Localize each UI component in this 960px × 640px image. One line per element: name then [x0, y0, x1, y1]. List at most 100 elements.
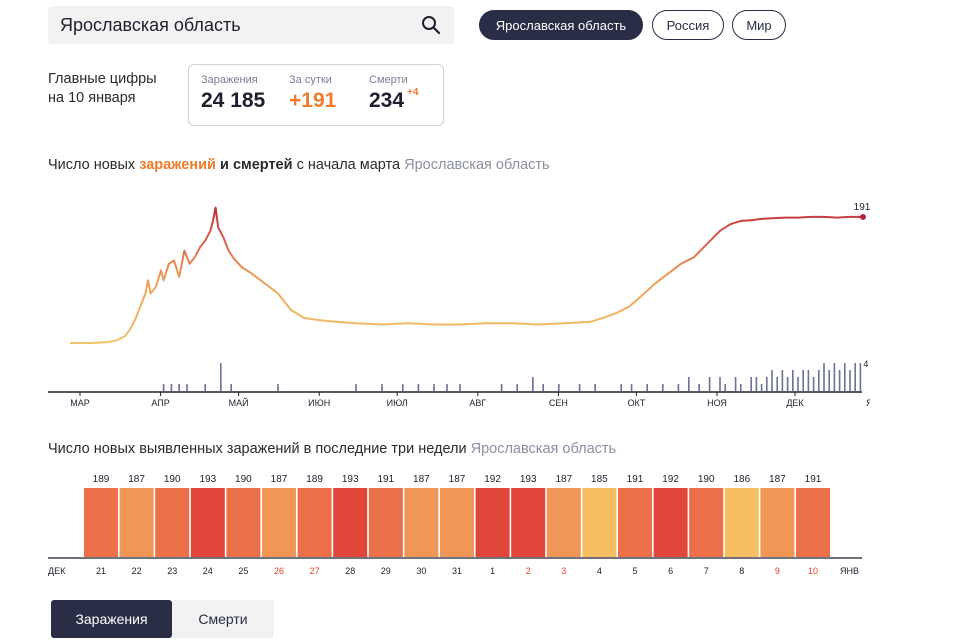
day-value-label-1: 187: [128, 474, 145, 485]
deaths-bar-31: [724, 384, 726, 391]
day-bar-11: [475, 488, 510, 557]
day-category-label-11: 1: [490, 566, 495, 576]
search-box[interactable]: [48, 6, 454, 44]
bars-group: 1892118722190231932419025187261892719328…: [84, 474, 830, 576]
line-title-highlight: заражений: [139, 157, 216, 173]
day-value-label-3: 193: [199, 474, 216, 485]
stat-cases-head: Заражения: [201, 74, 258, 86]
deaths-bar-9: [381, 384, 383, 391]
deaths-bar-32: [734, 377, 737, 391]
day-value-label-12: 193: [520, 474, 537, 485]
day-bar-9: [404, 488, 439, 557]
deaths-bar-55: [859, 363, 862, 391]
x-tick-label-9: ДЕК: [786, 398, 804, 408]
stat-deaths-value-wrap: 234 +4: [369, 87, 418, 113]
day-bar-15: [618, 488, 652, 557]
day-value-label-8: 191: [377, 474, 394, 485]
day-category-label-8: 29: [381, 566, 391, 576]
x-tick-label-2: МАЙ: [229, 397, 249, 408]
deaths-bar-49: [828, 370, 830, 391]
day-value-label-16: 192: [662, 474, 679, 485]
day-category-label-4: 25: [238, 566, 248, 576]
scope-tab-russia[interactable]: Россия: [652, 10, 724, 40]
day-category-label-1: 22: [132, 566, 142, 576]
x-tick-label-1: АПР: [151, 398, 169, 408]
x-tick-label-6: СЕН: [549, 398, 568, 408]
x-tick-label-7: ОКТ: [628, 398, 646, 408]
deaths-bar-3: [186, 384, 188, 391]
deaths-bar-41: [786, 377, 789, 391]
deaths-bar-36: [760, 384, 763, 391]
deaths-bar-24: [646, 384, 648, 391]
deaths-bar-47: [818, 370, 820, 391]
day-category-label-0: 21: [96, 566, 106, 576]
x-tick-label-5: АВГ: [469, 398, 486, 408]
day-category-label-13: 3: [561, 566, 566, 576]
day-category-label-7: 28: [345, 566, 355, 576]
deaths-bar-42: [792, 370, 794, 391]
day-bar-6: [297, 488, 332, 557]
deaths-bar-35: [755, 377, 758, 391]
deaths-bar-8: [355, 384, 357, 391]
day-category-label-9: 30: [416, 566, 426, 576]
deaths-bar-38: [771, 370, 773, 391]
line-title-region: Ярославская область: [404, 157, 550, 173]
day-bar-20: [796, 488, 830, 557]
deaths-bars-group: [162, 363, 862, 391]
day-bar-7: [333, 488, 368, 557]
day-bar-16: [653, 488, 688, 557]
day-value-label-15: 191: [627, 474, 644, 485]
deaths-bar-13: [446, 384, 448, 391]
deaths-bar-7: [277, 384, 279, 391]
deaths-bar-6: [230, 384, 232, 391]
day-category-label-12: 2: [526, 566, 531, 576]
day-bar-18: [724, 488, 759, 557]
cases-last-label: 191: [854, 202, 870, 213]
deaths-bar-51: [838, 370, 841, 391]
x-tick-label-8: НОЯ: [707, 398, 727, 408]
day-value-label-2: 190: [164, 474, 181, 485]
deaths-bar-50: [833, 363, 836, 391]
day-bar-3: [190, 488, 225, 557]
day-category-label-2: 23: [167, 566, 177, 576]
day-bar-1: [119, 488, 154, 557]
day-bar-10: [440, 488, 474, 557]
deaths-bar-25: [662, 384, 664, 391]
cases-last-point: [860, 213, 866, 220]
bar-x-start-label: ДЕК: [48, 566, 66, 576]
day-bar-2: [155, 488, 190, 557]
deaths-bar-5: [220, 363, 222, 391]
day-value-label-7: 193: [342, 474, 359, 485]
search-icon[interactable]: [420, 14, 442, 36]
day-category-label-15: 5: [632, 566, 637, 576]
day-value-label-10: 187: [449, 474, 466, 485]
scope-tab-world[interactable]: Мир: [732, 10, 786, 40]
search-input[interactable]: [60, 14, 420, 36]
deaths-bar-52: [844, 363, 846, 391]
deaths-bar-14: [459, 384, 461, 391]
day-bar-12: [511, 488, 546, 557]
deaths-bar-45: [807, 370, 810, 391]
deaths-bar-12: [433, 384, 435, 391]
day-bar-0: [84, 488, 118, 557]
deaths-bar-46: [812, 377, 815, 391]
deaths-bar-37: [766, 377, 768, 391]
day-category-label-14: 4: [597, 566, 602, 576]
day-bar-4: [226, 488, 261, 557]
deaths-bar-30: [719, 377, 721, 391]
day-value-label-5: 187: [271, 474, 288, 485]
deaths-last-label: 4: [863, 359, 868, 369]
day-value-label-9: 187: [413, 474, 430, 485]
deaths-bar-28: [698, 384, 700, 391]
line-title-part3: с начала марта: [292, 157, 405, 173]
scope-tab-region[interactable]: Ярославская область: [479, 10, 643, 40]
tab-cases[interactable]: Заражения: [51, 600, 172, 638]
main-figures-line1: Главные цифры: [48, 71, 157, 87]
x-tick-label-4: ИЮЛ: [387, 398, 408, 408]
stat-deaths-head: Смерти: [369, 74, 408, 86]
tab-deaths[interactable]: Смерти: [172, 600, 274, 638]
stat-daily-value: +191: [289, 89, 337, 112]
deaths-bar-11: [417, 384, 420, 391]
day-category-label-17: 7: [704, 566, 709, 576]
stat-cases-value: 24 185: [201, 89, 266, 112]
